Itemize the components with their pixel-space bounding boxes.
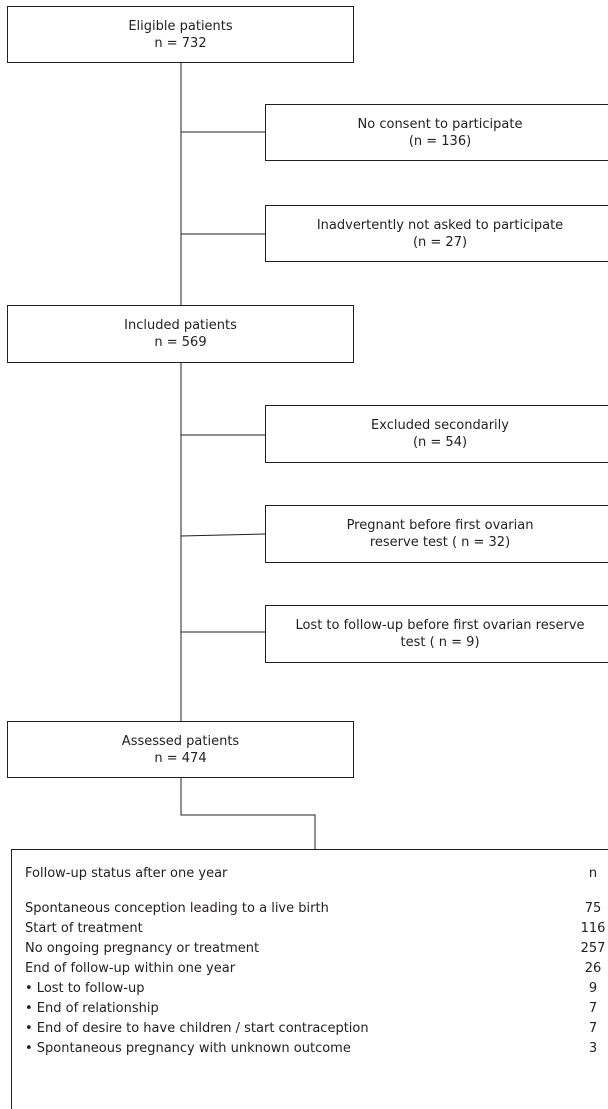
row-label: • Spontaneous pregnancy with unknown out… xyxy=(25,1040,351,1057)
eligible-title: Eligible patients xyxy=(128,18,232,35)
row-value: 257 xyxy=(565,940,608,957)
row-value: 3 xyxy=(565,1040,608,1057)
table-row: Spontaneous conception leading to a live… xyxy=(25,900,608,917)
table-row: • Spontaneous pregnancy with unknown out… xyxy=(25,1040,608,1057)
eligible-count: n = 732 xyxy=(154,35,206,52)
row-value: 26 xyxy=(565,960,608,977)
pregnant-box: Pregnant before first ovarian reserve te… xyxy=(265,505,608,563)
table-row: No ongoing pregnancy or treatment 257 xyxy=(25,940,608,957)
excluded-count: (n = 54) xyxy=(413,434,467,451)
excluded-title: Excluded secondarily xyxy=(371,417,509,434)
pregnant-line1: Pregnant before first ovarian xyxy=(347,517,534,534)
header-label: Follow-up status after one year xyxy=(25,865,227,882)
included-count: n = 569 xyxy=(154,334,206,351)
table-row: Start of treatment 116 xyxy=(25,920,608,937)
row-label: • Lost to follow-up xyxy=(25,980,144,997)
row-value: 75 xyxy=(565,900,608,917)
row-label: Start of treatment xyxy=(25,920,143,937)
header-value: n xyxy=(565,865,608,882)
row-value: 7 xyxy=(565,1020,608,1037)
row-value: 7 xyxy=(565,1000,608,1017)
eligible-patients-box: Eligible patients n = 732 xyxy=(7,6,354,63)
row-value: 116 xyxy=(565,920,608,937)
table-row: • End of desire to have children / start… xyxy=(25,1020,608,1037)
lost-line2: test ( n = 9) xyxy=(400,634,479,651)
included-title: Included patients xyxy=(124,317,237,334)
table-row: • End of relationship 7 xyxy=(25,1000,608,1017)
table-header: Follow-up status after one year n xyxy=(25,865,608,882)
no-consent-count: (n = 136) xyxy=(409,133,471,150)
not-asked-box: Inadvertently not asked to participate (… xyxy=(265,205,608,262)
row-label: • End of relationship xyxy=(25,1000,159,1017)
followup-table: Follow-up status after one year n Sponta… xyxy=(11,849,608,1109)
table-row: • Lost to follow-up 9 xyxy=(25,980,608,997)
no-consent-title: No consent to participate xyxy=(358,116,523,133)
lost-box: Lost to follow-up before first ovarian r… xyxy=(265,605,608,663)
no-consent-box: No consent to participate (n = 136) xyxy=(265,104,608,161)
row-label: No ongoing pregnancy or treatment xyxy=(25,940,259,957)
included-patients-box: Included patients n = 569 xyxy=(7,305,354,363)
row-label: Spontaneous conception leading to a live… xyxy=(25,900,329,917)
pregnant-line2: reserve test ( n = 32) xyxy=(370,534,510,551)
assessed-count: n = 474 xyxy=(154,750,206,767)
lost-line1: Lost to follow-up before first ovarian r… xyxy=(295,617,584,634)
assessed-patients-box: Assessed patients n = 474 xyxy=(7,721,354,778)
table-row: End of follow-up within one year 26 xyxy=(25,960,608,977)
assessed-title: Assessed patients xyxy=(122,733,239,750)
row-value: 9 xyxy=(565,980,608,997)
row-label: End of follow-up within one year xyxy=(25,960,235,977)
row-label: • End of desire to have children / start… xyxy=(25,1020,369,1037)
not-asked-count: (n = 27) xyxy=(413,234,467,251)
not-asked-title: Inadvertently not asked to participate xyxy=(317,217,563,234)
excluded-box: Excluded secondarily (n = 54) xyxy=(265,405,608,463)
